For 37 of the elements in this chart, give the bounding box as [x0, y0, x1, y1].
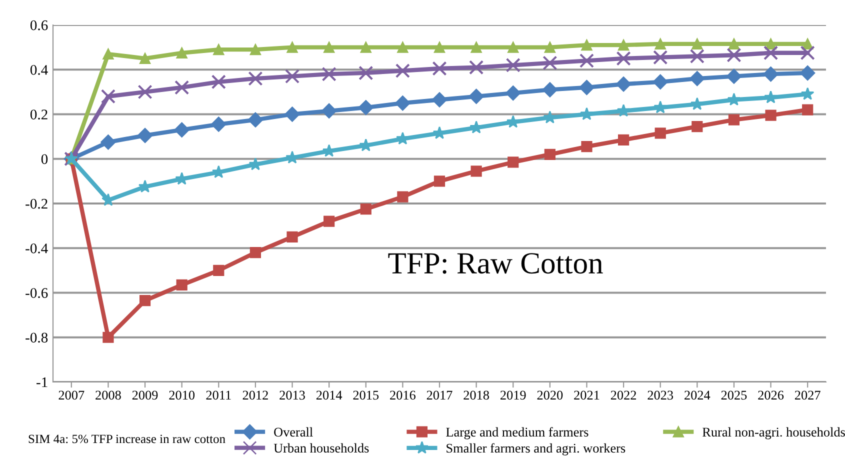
- y-tick-label: 0.6: [30, 20, 48, 30]
- legend-label: Smaller farmers and agri. workers: [446, 443, 626, 456]
- y-tick-label: 0.4: [30, 64, 48, 75]
- x-tick-label: 2007: [58, 390, 84, 400]
- x-tick-label: 2014: [316, 390, 342, 400]
- x-tick-label: 2017: [426, 390, 452, 400]
- x-tick-label: 2009: [132, 390, 158, 400]
- y-tick-label: -0.8: [26, 332, 48, 343]
- y-tick-label: -0.2: [26, 198, 48, 209]
- x-tick-label: 2008: [96, 390, 121, 400]
- x-tick-label: 2027: [794, 390, 820, 400]
- x-tick-label: 2019: [500, 390, 526, 400]
- x-tick-label: 2026: [758, 390, 784, 400]
- legend-label: Overall: [274, 427, 313, 437]
- x-tick-label: 2013: [280, 390, 305, 400]
- x-tick-label: 2016: [390, 390, 416, 400]
- x-tick-label: 2022: [610, 390, 636, 400]
- x-tick-label: 2024: [684, 390, 710, 400]
- legend-label: Large and medium farmers: [446, 427, 588, 440]
- x-tick-label: 2021: [574, 390, 600, 400]
- y-tick-label: -0.4: [26, 243, 48, 254]
- legend-label: Rural non-agri. households: [702, 427, 845, 440]
- y-tick-label: 0.2: [30, 110, 48, 120]
- x-tick-label: 2012: [242, 390, 268, 400]
- y-tick-label: -1: [36, 377, 48, 388]
- x-tick-label: 2015: [353, 390, 379, 400]
- x-tick-label: 2023: [648, 390, 674, 400]
- y-tick-label: 0: [41, 154, 48, 164]
- x-tick-label: 2010: [169, 390, 195, 400]
- text: SIM 4a: 5% TFP increase in raw cotton: [28, 434, 226, 444]
- x-tick-label: 2025: [721, 390, 747, 400]
- x-tick-label: 2020: [537, 390, 563, 400]
- legend-label: Urban households: [274, 443, 369, 453]
- x-tick-label: 2018: [464, 390, 489, 400]
- y-tick-label: -0.6: [26, 288, 48, 298]
- text: TFP: Raw Cotton: [388, 253, 603, 274]
- x-tick-label: 2011: [206, 390, 231, 400]
